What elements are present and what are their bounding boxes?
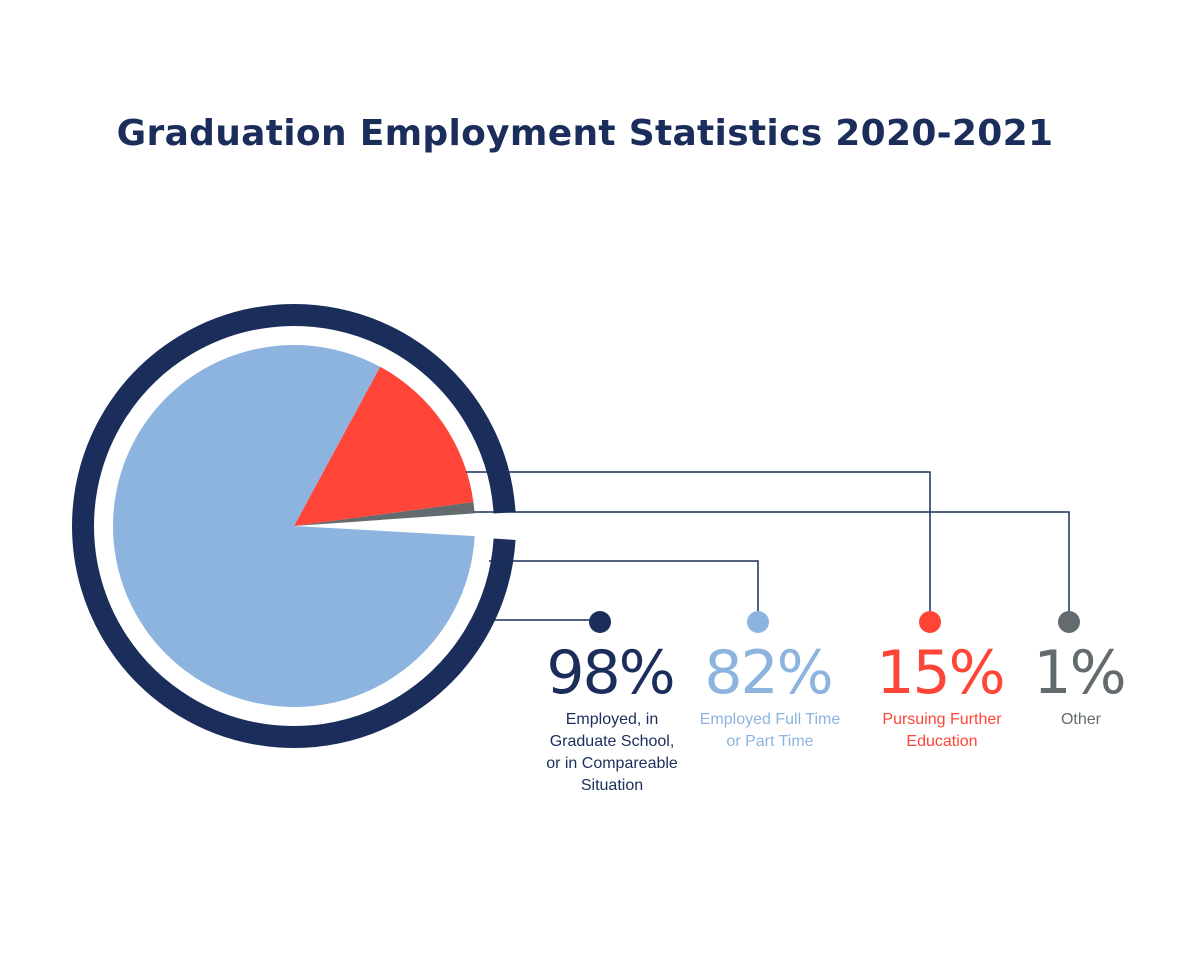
legend-label-ring-line: Employed, in — [566, 711, 659, 728]
legend-dot-other — [1058, 611, 1080, 633]
legend-dot-further-education — [919, 611, 941, 633]
legend-dot-ring — [589, 611, 611, 633]
leader-line-further-education — [466, 471, 931, 612]
slice-further-education — [294, 366, 474, 526]
legend-label-ring-line: or in Compareable — [546, 755, 678, 772]
legend-label-other-line: Other — [1061, 711, 1102, 728]
legend-dot-employed — [747, 611, 769, 633]
legend-label-further-education-line: Education — [906, 733, 977, 750]
legend-value-employed: 82% — [704, 638, 831, 708]
legend-value-other: 1% — [1033, 638, 1124, 708]
outer-ring-arc — [72, 304, 516, 748]
legend-label-further-education-line: Pursuing Further — [882, 711, 1002, 728]
legend: 98% Employed, in Graduate School, or in Com… — [546, 611, 1127, 794]
pie-slices — [113, 345, 475, 707]
chart-title: Graduation Employment Statistics 2020-20… — [116, 113, 1054, 154]
legend-label-employed-line: Employed Full Time — [700, 711, 841, 728]
outer-ring — [72, 304, 516, 748]
legend-label-ring-line: Graduate School, — [550, 733, 675, 750]
slice-other — [294, 502, 475, 526]
leader-line-other — [474, 511, 1070, 612]
legend-label-employed-line: or Part Time — [726, 733, 813, 750]
leader-lines — [466, 471, 1070, 621]
slice-employed — [113, 345, 475, 707]
legend-label-ring-line: Situation — [581, 777, 643, 794]
leader-line-employed — [489, 560, 759, 616]
legend-value-ring: 98% — [546, 638, 673, 708]
legend-value-further-education: 15% — [876, 638, 1003, 708]
